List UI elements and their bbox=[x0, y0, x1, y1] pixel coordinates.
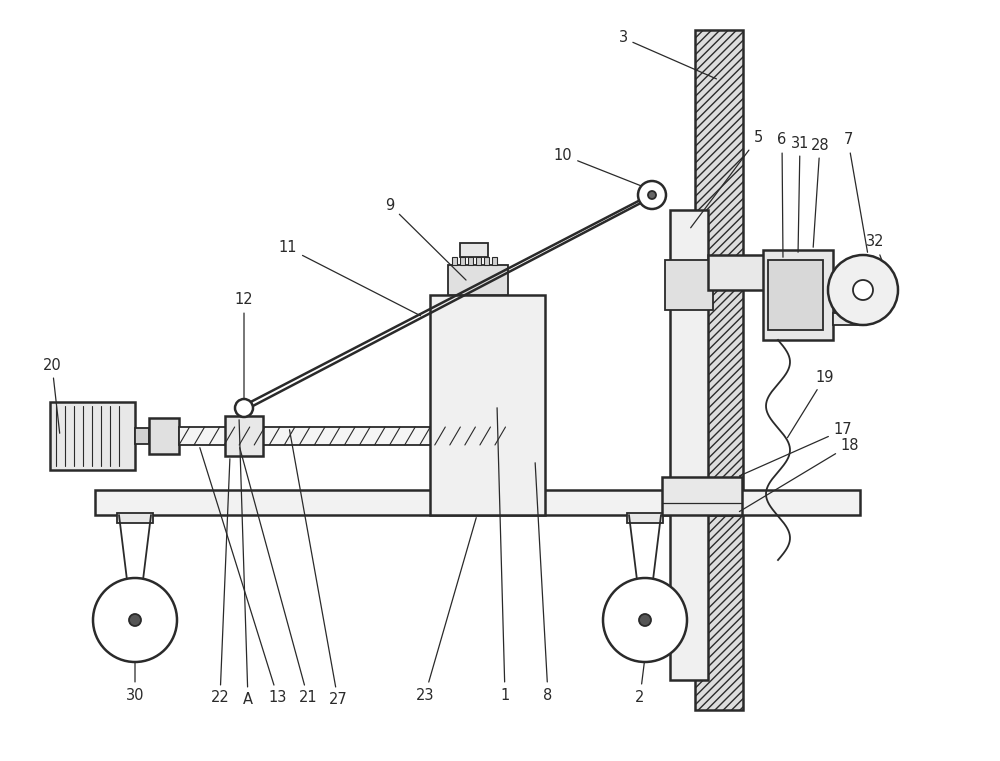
Bar bbox=[695, 30, 743, 710]
Text: 17: 17 bbox=[740, 422, 852, 476]
Text: 28: 28 bbox=[811, 138, 829, 247]
Text: 2: 2 bbox=[635, 660, 645, 705]
Bar bbox=[225, 416, 263, 456]
Circle shape bbox=[93, 578, 177, 662]
Text: 19: 19 bbox=[787, 370, 834, 438]
Bar bbox=[50, 402, 135, 470]
Bar bbox=[833, 313, 865, 325]
Bar bbox=[149, 418, 179, 454]
Text: 32: 32 bbox=[866, 234, 892, 288]
Bar bbox=[708, 255, 773, 290]
Text: 1: 1 bbox=[497, 408, 510, 702]
Circle shape bbox=[638, 181, 666, 209]
Text: 23: 23 bbox=[416, 517, 476, 702]
Bar bbox=[833, 278, 863, 302]
Text: 20: 20 bbox=[43, 358, 61, 433]
Circle shape bbox=[235, 399, 253, 417]
Bar bbox=[670, 210, 708, 680]
Bar bbox=[460, 243, 488, 257]
Text: A: A bbox=[239, 420, 253, 708]
Text: 10: 10 bbox=[554, 148, 641, 186]
Circle shape bbox=[639, 614, 651, 626]
Bar bbox=[430, 295, 545, 515]
Bar bbox=[460, 257, 465, 265]
Text: 22: 22 bbox=[211, 459, 230, 705]
Bar bbox=[117, 513, 153, 523]
Circle shape bbox=[648, 191, 656, 199]
Text: 9: 9 bbox=[385, 198, 466, 280]
Text: 18: 18 bbox=[739, 438, 859, 511]
Bar bbox=[452, 257, 457, 265]
Text: 6: 6 bbox=[777, 132, 787, 257]
Text: 21: 21 bbox=[240, 447, 317, 705]
Bar bbox=[179, 427, 510, 445]
Circle shape bbox=[129, 614, 141, 626]
Text: 13: 13 bbox=[200, 447, 287, 705]
Text: 29: 29 bbox=[859, 278, 884, 313]
Circle shape bbox=[603, 578, 687, 662]
Bar bbox=[510, 422, 528, 450]
Text: 27: 27 bbox=[289, 430, 347, 708]
Bar bbox=[468, 257, 473, 265]
Circle shape bbox=[853, 280, 873, 300]
Circle shape bbox=[828, 255, 898, 325]
Bar bbox=[484, 257, 489, 265]
Bar bbox=[448, 265, 508, 295]
Bar bbox=[95, 490, 860, 515]
Text: 30: 30 bbox=[126, 660, 144, 702]
Text: 12: 12 bbox=[235, 292, 253, 403]
Text: 31: 31 bbox=[791, 135, 809, 252]
Text: 3: 3 bbox=[618, 30, 716, 79]
Text: 5: 5 bbox=[691, 130, 763, 228]
Bar bbox=[768, 260, 823, 330]
Bar bbox=[476, 257, 481, 265]
Bar bbox=[627, 513, 663, 523]
Text: 11: 11 bbox=[279, 240, 421, 316]
Bar bbox=[662, 477, 742, 515]
Bar bbox=[135, 428, 149, 444]
Bar bbox=[763, 250, 833, 340]
Bar bbox=[665, 260, 713, 310]
Text: 8: 8 bbox=[535, 463, 553, 702]
Text: 7: 7 bbox=[843, 132, 868, 252]
Bar bbox=[492, 257, 497, 265]
